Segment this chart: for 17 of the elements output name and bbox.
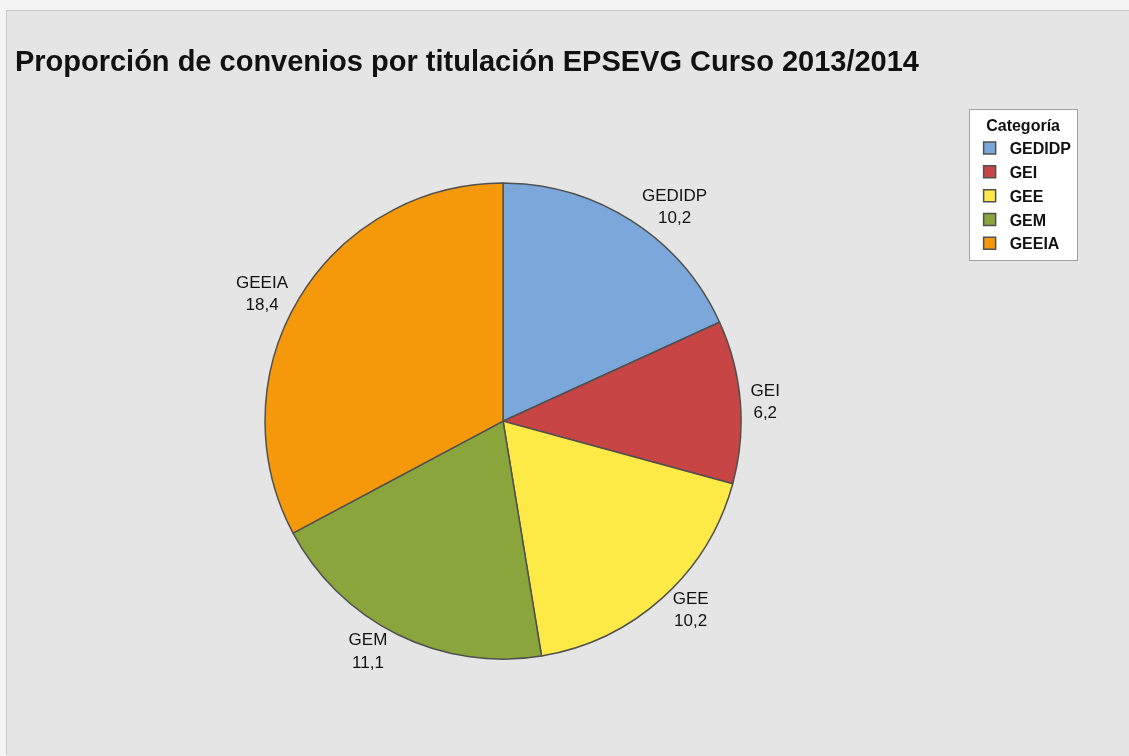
legend-label: GEM [1009,211,1047,229]
data-label: 10,2 [658,207,692,227]
slice-label: GEM [348,630,388,650]
data-label: 6,2 [753,403,778,423]
chart-title: Proporción de convenios por titulación EPSEVG Curso 2013/2014 [14,45,919,78]
legend-label: GEDIDP [1009,140,1072,158]
legend-label: GEI [1009,164,1038,182]
data-label: 10,2 [674,610,708,630]
data-label: 11,1 [352,652,384,672]
legend-label: GEE [1009,187,1044,205]
slice-label: GEEIA [236,272,289,292]
slice-label: GEI [750,381,780,401]
legend-label: GEEIA [1009,235,1060,253]
data-label: 18,4 [245,294,279,314]
slice-label: GEE [672,588,709,608]
legend-title: Categoría [986,117,1061,135]
slice-label: GEDIDP [642,185,708,205]
